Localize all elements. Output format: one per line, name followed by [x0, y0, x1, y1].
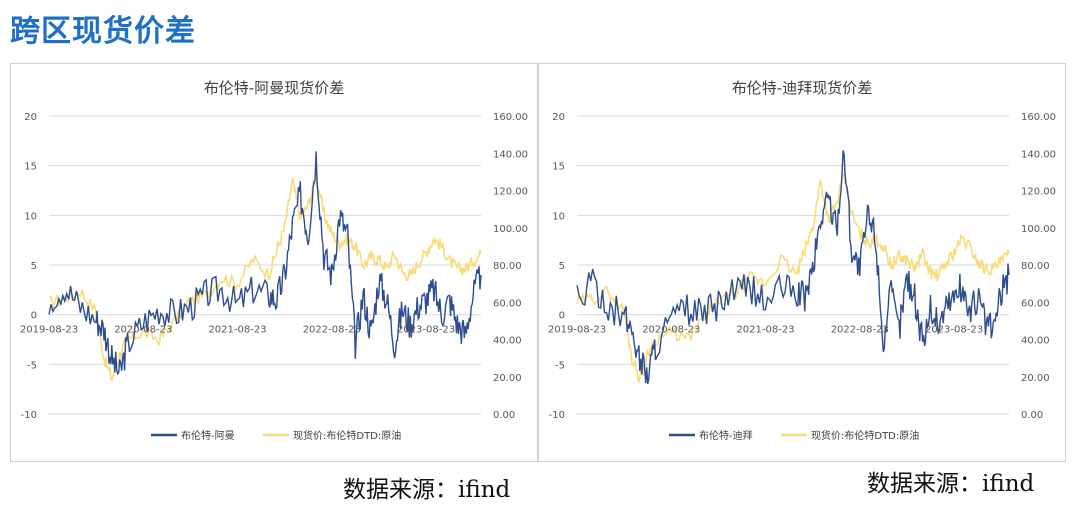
series-line-price: [48, 173, 482, 382]
page-title: 跨区现货价差: [10, 14, 196, 49]
data-source-note: 数据来源：ifind: [867, 471, 1035, 497]
chart-svg: 布伦特-迪拜现货价差 20 15 10 5 0 -5 -10 160.00 140.00 120.0…: [548, 79, 1056, 442]
y-right-tick-label: 40.00: [493, 336, 522, 347]
chart-svg: 布伦特-阿曼现货价差 20 15 10 5 0 -5 -10 160.00 140.00 120.0…: [20, 79, 528, 442]
y-right-tick-label: 0.00: [493, 410, 515, 421]
series-line-spread: [576, 150, 1010, 385]
y-left-tick-label: 20: [552, 112, 565, 123]
x-tick-label: 2023-08-23: [925, 325, 983, 336]
y-left-tick-label: 0: [559, 311, 565, 322]
y-left-tick-label: 15: [24, 162, 37, 173]
legend-label-spread: 布伦特-迪拜: [699, 429, 753, 442]
y-left-tick-label: 10: [552, 211, 565, 222]
legend-label-spread: 布伦特-阿曼: [181, 429, 235, 442]
legend-label-price: 现货价:布伦特DTD:原油: [811, 429, 919, 442]
y-right-tick-label: 80.00: [493, 261, 522, 272]
y-left-tick-label: 10: [24, 211, 37, 222]
y-right-tick-label: 0.00: [1021, 410, 1043, 421]
y-left-tick-label: -5: [27, 360, 37, 371]
x-tick-label: 2020-08-23: [642, 325, 700, 336]
y-right-tick-label: 100.00: [1021, 224, 1056, 235]
x-tick-label: 2021-08-23: [736, 325, 794, 336]
x-tick-label: 2023-08-23: [397, 325, 455, 336]
data-source-note: 数据来源：ifind: [343, 477, 511, 503]
y-left-tick-label: 5: [31, 261, 37, 272]
x-tick-label: 2021-08-23: [208, 325, 266, 336]
y-left-tick-label: 0: [31, 311, 37, 322]
x-tick-label: 2022-08-23: [303, 325, 361, 336]
x-tick-label: 2019-08-23: [548, 325, 606, 336]
y-left-tick-label: -10: [21, 410, 37, 421]
chart-title: 布伦特-阿曼现货价差: [204, 79, 344, 97]
y-left-tick-label: 15: [552, 162, 565, 173]
x-tick-label: 2020-08-23: [114, 325, 172, 336]
chart-title: 布伦特-迪拜现货价差: [732, 79, 872, 97]
y-right-tick-label: 100.00: [493, 224, 528, 235]
y-right-tick-label: 140.00: [493, 149, 528, 160]
y-right-tick-label: 20.00: [1021, 373, 1050, 384]
y-right-tick-label: 60.00: [493, 298, 522, 309]
y-left-tick-label: 20: [24, 112, 37, 123]
x-tick-label: 2019-08-23: [20, 325, 78, 336]
y-left-tick-label: 5: [559, 261, 565, 272]
y-right-tick-label: 80.00: [1021, 261, 1050, 272]
x-tick-label: 2022-08-23: [831, 325, 889, 336]
y-right-tick-label: 40.00: [1021, 336, 1050, 347]
chart-panel-brent-oman: 布伦特-阿曼现货价差 20 15 10 5 0 -5 -10 160.00 140.00 120.0…: [10, 63, 538, 462]
y-right-tick-label: 20.00: [493, 373, 522, 384]
y-right-tick-label: 140.00: [1021, 149, 1056, 160]
chart-panel-brent-dubai: 布伦特-迪拜现货价差 20 15 10 5 0 -5 -10 160.00 140.00 120.0…: [538, 63, 1066, 462]
y-right-tick-label: 120.00: [1021, 187, 1056, 198]
series-line-spread: [48, 151, 482, 376]
series-line-price: [576, 171, 1010, 384]
y-right-tick-label: 160.00: [493, 112, 528, 123]
y-right-tick-label: 120.00: [493, 187, 528, 198]
y-left-tick-label: -5: [555, 360, 565, 371]
legend-label-price: 现货价:布伦特DTD:原油: [293, 429, 401, 442]
y-right-tick-label: 160.00: [1021, 112, 1056, 123]
y-right-tick-label: 60.00: [1021, 298, 1050, 309]
y-left-tick-label: -10: [549, 410, 565, 421]
